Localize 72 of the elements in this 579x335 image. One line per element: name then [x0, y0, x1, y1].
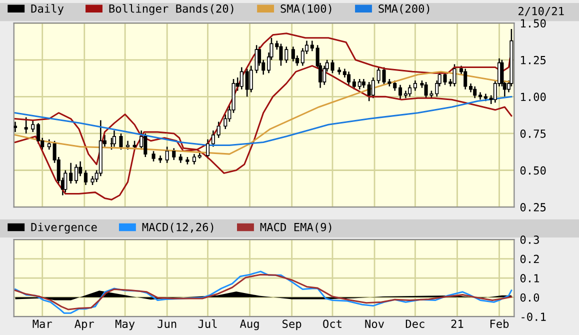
x-tick-label: May [115, 320, 135, 330]
candlestick [74, 164, 78, 184]
y-tick-label: 0.1 [520, 274, 540, 282]
x-tick-label: 21 [451, 320, 464, 328]
x-tick-label: Jun [158, 320, 176, 328]
y-tick-label: 1.00 [521, 92, 546, 102]
candlestick [464, 68, 468, 90]
x-tick-label: Aug [240, 320, 259, 330]
legend-label: SMA(200) [378, 4, 430, 14]
candlestick [245, 68, 249, 98]
candlestick [224, 114, 228, 130]
x-tick-label: Mar [32, 320, 52, 328]
legend-label: Divergence [31, 222, 97, 234]
y-tick-label: 0.2 [520, 254, 539, 264]
x-tick-label: Apr [74, 320, 94, 330]
x-tick-label: Jul [198, 319, 217, 328]
candlestick [346, 71, 351, 86]
candlestick [144, 132, 148, 158]
x-tick-label: Feb [490, 319, 509, 328]
candlestick [310, 40, 314, 52]
candlestick [69, 162, 73, 184]
candlestick [279, 43, 283, 66]
legend-label: MACD(12,26) [142, 222, 214, 233]
candlestick [192, 153, 196, 165]
y-tick-label: 0.0 [520, 293, 540, 302]
candlestick [31, 120, 35, 133]
candlestick [216, 121, 220, 139]
x-tick-label: Nov [365, 320, 384, 328]
candlestick [14, 121, 18, 133]
candlestick [371, 76, 375, 99]
line-series [14, 70, 512, 155]
candlestick [140, 130, 144, 150]
candlestick [240, 66, 244, 90]
candlestick [78, 160, 82, 177]
candlestick [64, 170, 68, 193]
candlestick [291, 46, 295, 62]
candlestick [112, 130, 116, 148]
candlestick [473, 86, 477, 99]
candlestick [398, 84, 402, 100]
candlestick [24, 116, 28, 134]
candlestick [119, 132, 123, 150]
candlestick [47, 138, 51, 150]
candlestick [408, 84, 412, 98]
x-tick-label: Dec [406, 320, 424, 328]
legend-label: Bollinger Bands(20) [109, 4, 234, 15]
candlestick [152, 150, 156, 162]
candlestick [249, 65, 253, 93]
y-tick-label: -0.1 [522, 312, 546, 321]
candlestick [172, 148, 176, 161]
x-tick-label: Oct [323, 320, 342, 328]
legend-label: Daily [31, 4, 64, 15]
y-tick-label: 1.25 [521, 56, 546, 64]
legend-label: MACD EMA(9) [260, 222, 332, 233]
legend-label: SMA(100) [280, 4, 332, 14]
y-tick-label: 0.75 [520, 129, 546, 138]
y-tick-label: 0.50 [520, 166, 546, 175]
y-tick-label: 1.50 [521, 19, 546, 28]
candlestick [284, 46, 288, 64]
candlestick [393, 80, 397, 92]
candlestick [206, 138, 210, 160]
candlestick [211, 130, 215, 148]
text: 2/10/21 [518, 6, 564, 16]
y-tick-label: 0.3 [520, 236, 539, 244]
y-tick-label: 0.25 [520, 203, 546, 212]
candlestick [367, 81, 371, 102]
candlestick [452, 64, 456, 88]
candlestick [84, 170, 88, 186]
candlestick [165, 146, 169, 164]
candlestick [352, 78, 356, 90]
x-tick-label: Sep [282, 320, 302, 330]
candlestick [358, 78, 362, 90]
candlestick [413, 80, 417, 92]
